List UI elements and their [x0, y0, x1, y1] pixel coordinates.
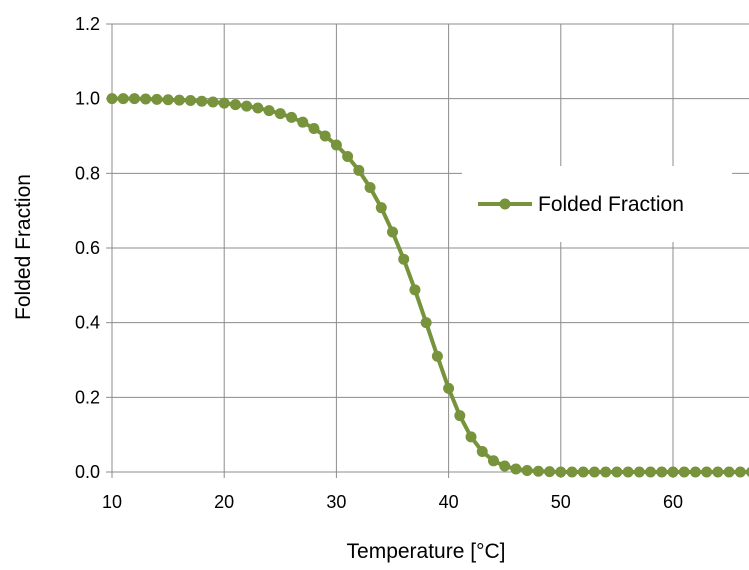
- x-tick-label: 50: [551, 492, 571, 512]
- data-point: [107, 93, 118, 104]
- y-tick-label: 0.0: [75, 462, 100, 482]
- axis-layer: 0.0 0.2 0.4 0.6 0.8 1.0 1.2 10 20 30 40 50 60: [75, 14, 749, 512]
- data-point: [611, 467, 622, 478]
- data-point: [544, 466, 555, 477]
- data-point: [623, 467, 634, 478]
- y-tick-label: 0.8: [75, 163, 100, 183]
- data-point: [219, 98, 230, 109]
- data-point: [151, 94, 162, 105]
- data-point: [555, 467, 566, 478]
- data-point: [275, 108, 286, 119]
- y-tick-label: 0.2: [75, 387, 100, 407]
- x-tick-label: 20: [214, 492, 234, 512]
- data-point: [365, 182, 376, 193]
- data-point: [600, 467, 611, 478]
- data-point: [409, 284, 420, 295]
- data-point: [252, 103, 263, 114]
- data-point: [286, 112, 297, 123]
- data-point: [724, 467, 735, 478]
- data-point: [174, 95, 185, 106]
- x-axis-title: Temperature [°C]: [347, 540, 506, 563]
- x-tick-label: 40: [439, 492, 459, 512]
- data-point: [398, 254, 409, 265]
- data-point: [331, 139, 342, 150]
- data-point: [466, 431, 477, 442]
- data-point: [230, 99, 241, 110]
- x-tick-label: 60: [663, 492, 683, 512]
- data-point: [207, 97, 218, 108]
- data-point: [567, 467, 578, 478]
- y-tick-label: 1.0: [75, 89, 100, 109]
- data-point: [499, 461, 510, 472]
- data-point: [308, 123, 319, 134]
- data-point: [589, 467, 600, 478]
- data-point: [264, 105, 275, 116]
- legend-swatch-marker: [500, 199, 511, 210]
- data-point: [679, 467, 690, 478]
- data-point: [196, 96, 207, 107]
- x-tick-label: 30: [326, 492, 346, 512]
- data-point: [735, 467, 746, 478]
- data-point: [163, 94, 174, 105]
- data-point: [488, 455, 499, 466]
- data-point: [129, 93, 140, 104]
- data-point: [522, 465, 533, 476]
- y-axis-title: Folded Fraction: [12, 174, 35, 320]
- data-point: [241, 101, 252, 112]
- y-tick-label: 0.4: [75, 313, 100, 333]
- series-layer: [107, 93, 749, 477]
- series-line: [112, 99, 749, 472]
- data-point: [533, 466, 544, 477]
- data-point: [387, 226, 398, 237]
- data-point: [376, 202, 387, 213]
- data-point: [712, 467, 723, 478]
- data-point: [443, 383, 454, 394]
- data-point: [656, 467, 667, 478]
- data-point: [320, 131, 331, 142]
- x-tick-label: 10: [102, 492, 122, 512]
- data-point: [690, 467, 701, 478]
- y-tick-label: 0.6: [75, 238, 100, 258]
- data-point: [645, 467, 656, 478]
- data-point: [342, 151, 353, 162]
- y-tick-label: 1.2: [75, 14, 100, 34]
- data-point: [421, 317, 432, 328]
- legend: Folded Fraction: [462, 166, 732, 242]
- data-point: [432, 351, 443, 362]
- data-point: [701, 467, 712, 478]
- legend-label: Folded Fraction: [538, 193, 684, 216]
- data-point: [297, 117, 308, 128]
- data-point: [634, 467, 645, 478]
- data-point: [353, 165, 364, 176]
- data-point: [668, 467, 679, 478]
- data-point: [477, 446, 488, 457]
- data-point: [510, 464, 521, 475]
- data-point: [454, 410, 465, 421]
- data-point: [118, 93, 129, 104]
- data-point: [185, 95, 196, 106]
- grid-layer: [112, 24, 749, 472]
- data-point: [140, 94, 151, 105]
- data-point: [578, 467, 589, 478]
